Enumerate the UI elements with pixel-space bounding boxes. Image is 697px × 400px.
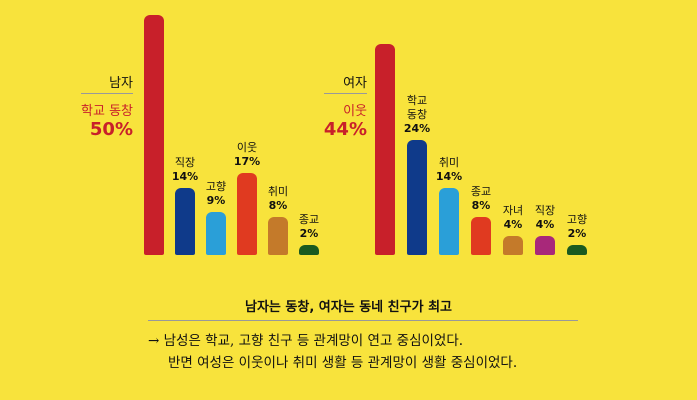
bar-value: 8%	[268, 198, 288, 212]
headline-divider	[148, 320, 578, 321]
bar-0-1	[175, 187, 195, 255]
bar-0-3	[237, 173, 257, 255]
bar-value: 4%	[503, 217, 523, 231]
group-top-category: 학교 동창	[81, 104, 133, 119]
bar-value: 2%	[299, 227, 319, 241]
summary-text: → 남성은 학교, 고향 친구 등 관계망이 연고 중심이었다. 반면 여성은 …	[148, 330, 668, 374]
bar-category: 고향	[205, 179, 227, 193]
bar-label-1-3: 종교 8%	[471, 185, 491, 213]
group-top-category: 이웃	[343, 104, 367, 119]
bar-label-0-3: 이웃 17%	[234, 141, 260, 169]
bar-category: 고향	[566, 213, 588, 227]
bar-category: 종교	[298, 213, 320, 227]
bar-1-5	[535, 235, 555, 255]
bar-category: 학교	[406, 93, 428, 107]
bar-value: 17%	[233, 155, 261, 169]
bar-1-2	[439, 187, 459, 255]
bar-label-0-4: 취미 8%	[268, 185, 288, 213]
chart-headline: 남자는 동창, 여자는 동네 친구가 최고	[245, 300, 452, 315]
bar-label-1-6: 고향 2%	[567, 213, 587, 241]
bar-category: 취미	[267, 184, 289, 198]
group-name: 여자	[323, 72, 367, 94]
bar-value: 14%	[435, 169, 463, 183]
group-top-value: 50%	[89, 119, 133, 140]
bar-1-4	[503, 235, 523, 255]
bar-value: 9%	[206, 193, 226, 207]
bar-label-1-4: 자녀 4%	[503, 204, 523, 232]
bar-value: 24%	[403, 121, 431, 135]
bar-label-0-1: 직장 14%	[172, 156, 198, 184]
bar-category: 직장	[534, 203, 556, 217]
bar-value: 2%	[567, 227, 587, 241]
bar-label-0-2: 고향 9%	[206, 180, 226, 208]
bar-category: 이웃	[236, 141, 258, 155]
bar-0-4	[268, 216, 288, 255]
bar-1-3	[471, 216, 491, 255]
bar-category: 종교	[470, 184, 492, 198]
bar-1-0	[375, 43, 395, 255]
bar-label-1-5: 직장 4%	[535, 204, 555, 232]
summary-line-2: 반면 여성은 이웃이나 취미 생활 등 관계망이 생활 중심이었다.	[168, 355, 518, 371]
bar-category: 취미	[438, 155, 460, 169]
bar-0-0	[144, 15, 164, 255]
group-top-value: 44%	[323, 119, 367, 140]
bar-category: 직장	[174, 155, 196, 169]
bar-label-0-5: 종교 2%	[299, 213, 319, 241]
bar-1-1	[407, 139, 427, 255]
bar-label-1-2: 취미 14%	[436, 156, 462, 184]
bar-1-6	[567, 245, 587, 255]
bar-0-5	[299, 245, 319, 255]
group-name: 남자	[81, 72, 133, 94]
bar-value: 14%	[171, 169, 199, 183]
bar-value: 4%	[535, 217, 555, 231]
bar-label-1-1: 학교 동창 24%	[404, 94, 430, 136]
bar-category: 동창	[406, 107, 428, 121]
summary-line-1: → 남성은 학교, 고향 친구 등 관계망이 연고 중심이었다.	[148, 333, 464, 349]
bar-value: 8%	[471, 198, 491, 212]
bar-category: 자녀	[502, 203, 524, 217]
bar-0-2	[206, 211, 226, 255]
